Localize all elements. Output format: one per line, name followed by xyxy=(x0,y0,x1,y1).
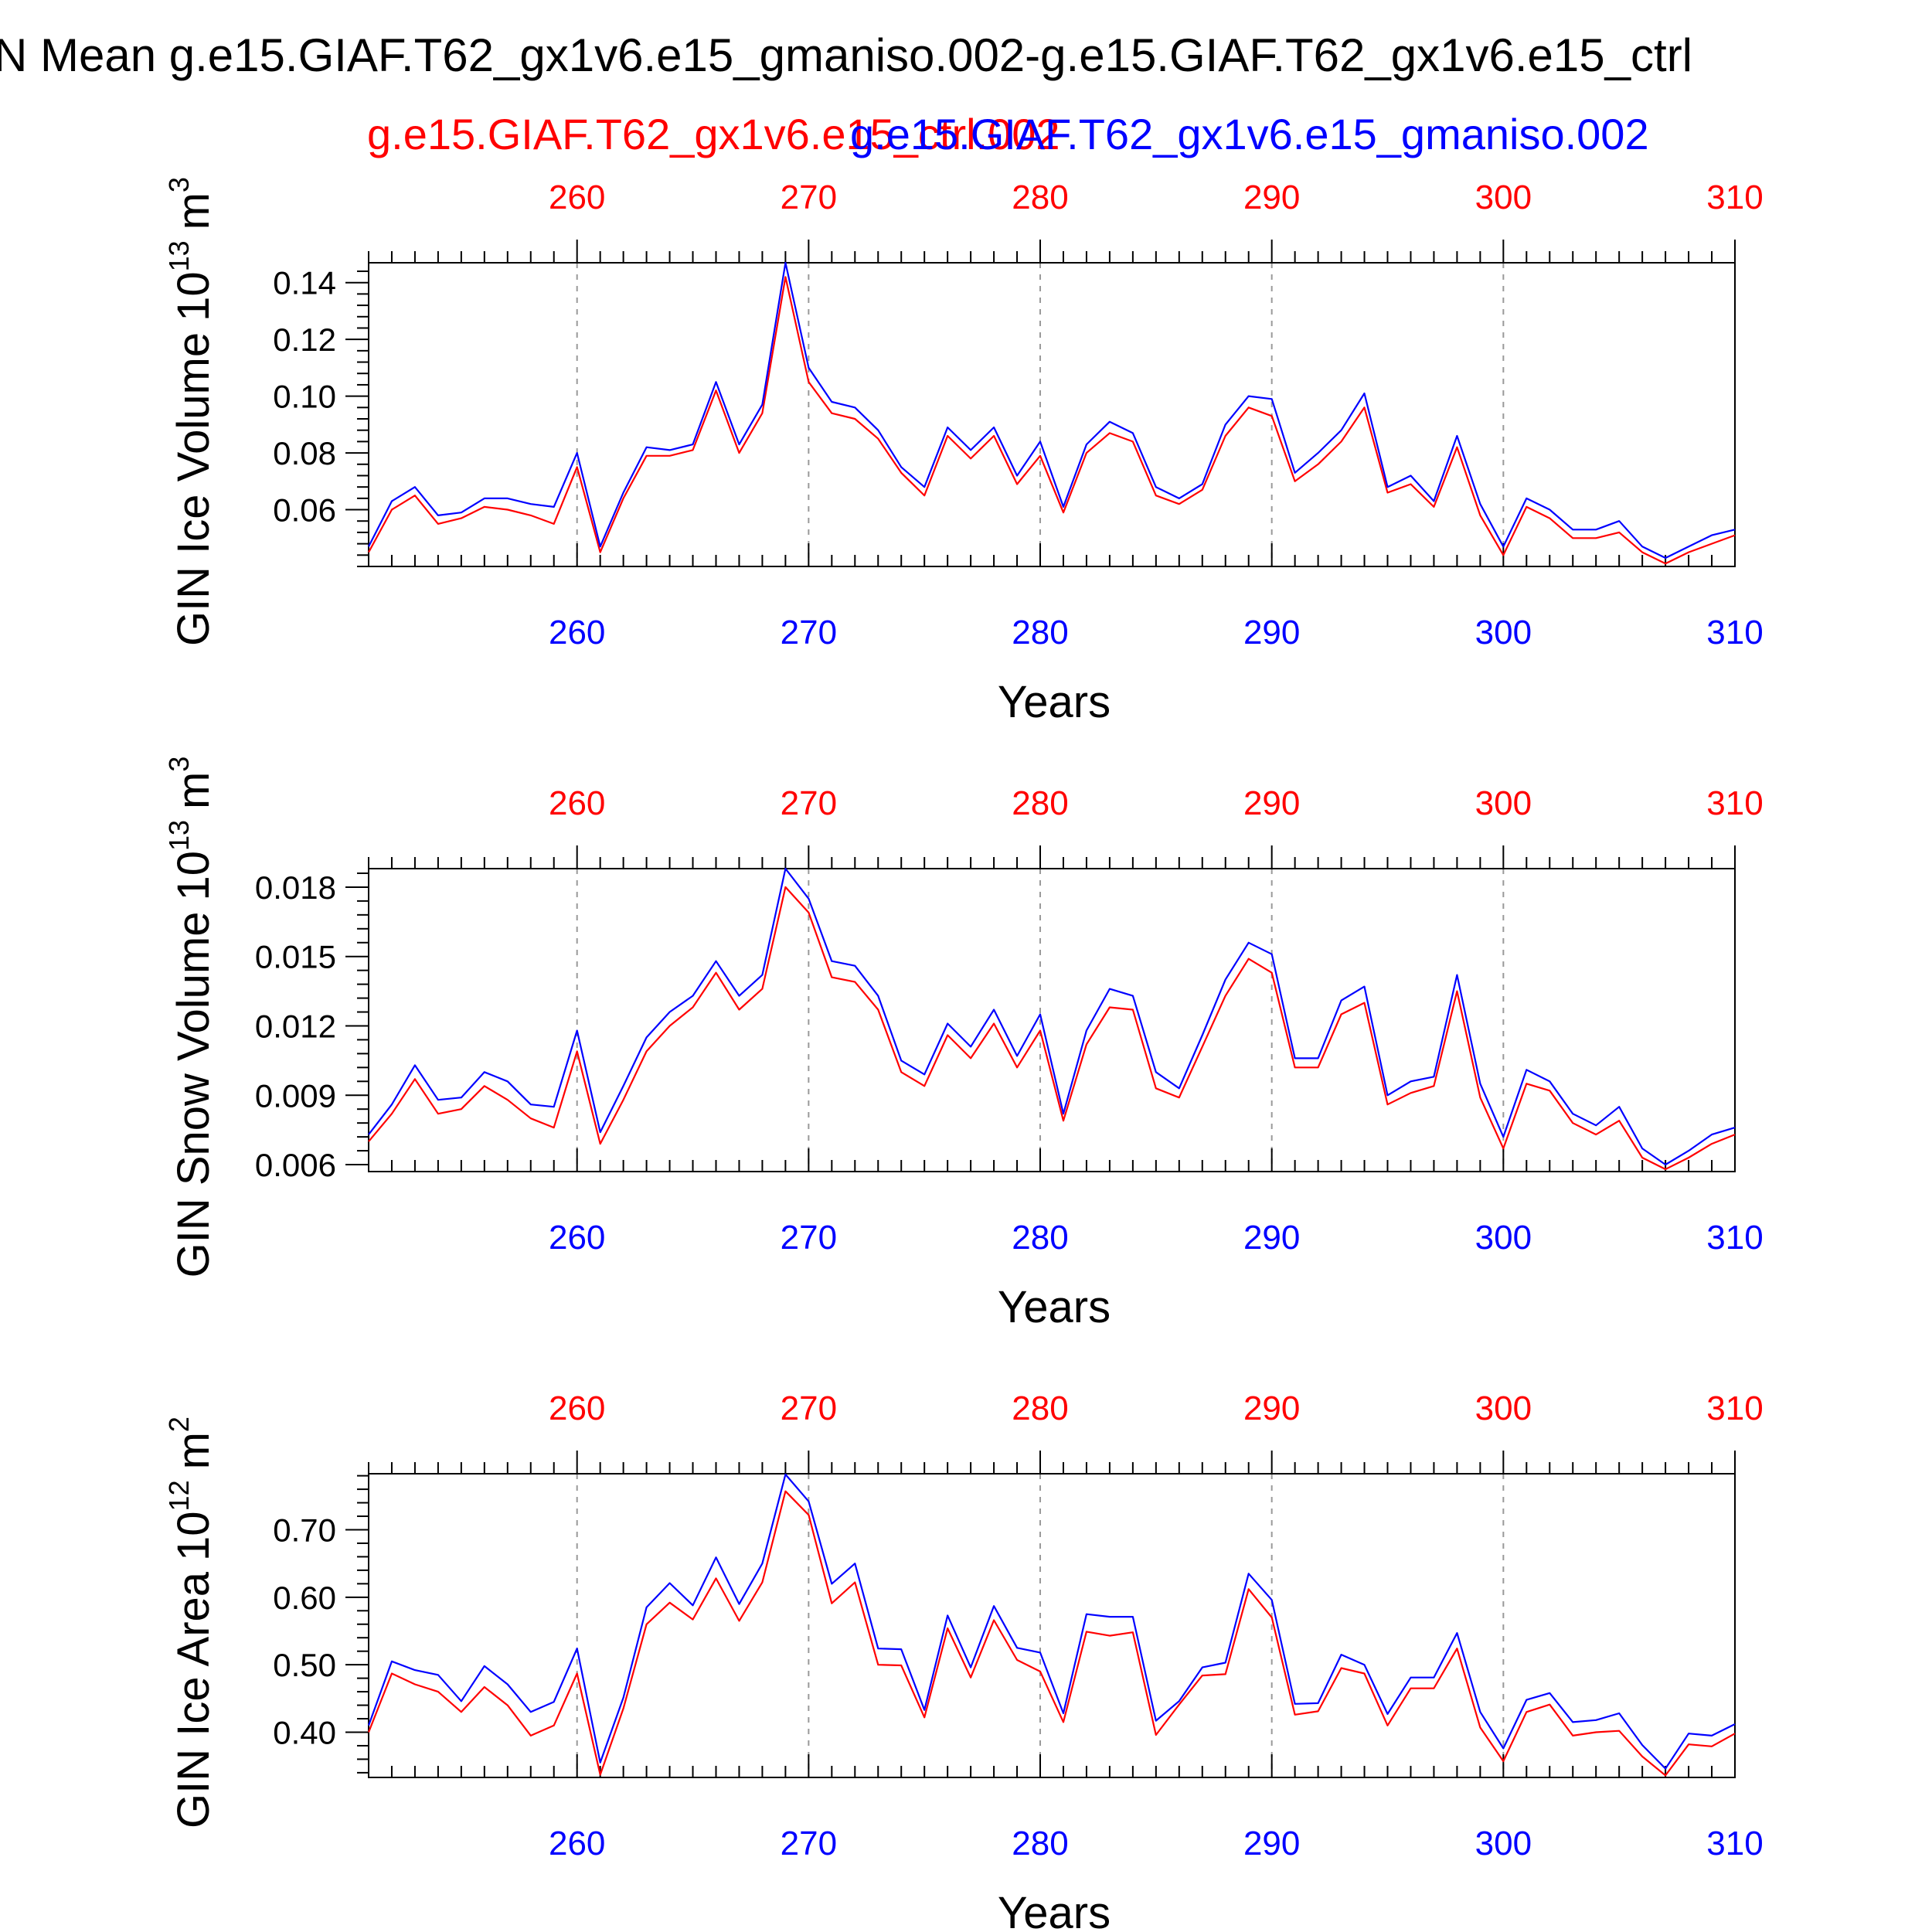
x-tick-label-bottom: 280 xyxy=(1012,1825,1068,1862)
x-tick-label-top: 260 xyxy=(549,1389,605,1427)
y-axis-label-yunit-base: 10 xyxy=(168,851,219,901)
x-tick-label-top: 300 xyxy=(1475,1389,1532,1427)
y-axis-label-yunit-suffix-exp: 3 xyxy=(163,177,195,192)
x-tick-label-bottom: 310 xyxy=(1706,1825,1763,1862)
x-tick-label-bottom: 280 xyxy=(1012,614,1068,651)
y-tick-label: 0.14 xyxy=(273,265,336,301)
x-tick-label-top: 270 xyxy=(781,1389,837,1427)
plot-frame xyxy=(368,868,1736,1172)
x-tick-label-bottom: 300 xyxy=(1475,1825,1532,1862)
legend-entry-gmaniso: g.e15.GIAF.T62_gx1v6.e15_gmaniso.002 xyxy=(850,110,1649,158)
series-line-gmaniso xyxy=(368,867,1736,1166)
x-tick-label-bottom: 290 xyxy=(1243,1825,1300,1862)
series-line-ctrl xyxy=(368,886,1736,1171)
y-axis-label-yunit-base: 10 xyxy=(168,271,219,321)
y-axis-label-yunit-exp: 12 xyxy=(163,1480,195,1511)
y-tick-label: 0.60 xyxy=(273,1580,336,1616)
x-tick-label-top: 310 xyxy=(1706,784,1763,822)
x-tick-label-bottom: 290 xyxy=(1243,614,1300,651)
x-tick-label-top: 300 xyxy=(1475,179,1532,216)
y-tick-label: 0.10 xyxy=(273,379,336,415)
y-tick-label: 0.12 xyxy=(273,321,336,358)
y-tick-label: 0.50 xyxy=(273,1647,336,1683)
x-tick-label-bottom: 270 xyxy=(781,1219,837,1257)
x-tick-label-top: 300 xyxy=(1475,784,1532,822)
x-tick-label-top: 260 xyxy=(549,784,605,822)
legend-entry-ctrl: g.e15.GIAF.T62_gx1v6.e15_ctrl.002 xyxy=(367,110,1060,158)
x-tick-label-top: 260 xyxy=(549,179,605,216)
plot-frame xyxy=(368,1473,1736,1778)
y-tick-label: 0.015 xyxy=(255,939,336,975)
y-tick-label: 0.006 xyxy=(255,1147,336,1183)
x-tick-label-bottom: 270 xyxy=(781,614,837,651)
y-tick-label: 0.08 xyxy=(273,435,336,471)
y-axis-label-ylabel: GIN Ice Area xyxy=(168,1571,219,1828)
panel-3: 0.40 0.50 0.60 0.70 260 260 270 270 280 280 290 290… xyxy=(163,1389,1764,1932)
y-axis-label: GIN Ice Volume 1013 m3 xyxy=(163,177,219,646)
y-axis-label-ylabel: GIN Ice Volume xyxy=(168,332,219,646)
x-tick-label-top: 280 xyxy=(1012,179,1068,216)
x-tick-label-top: 310 xyxy=(1706,1389,1763,1427)
x-tick-label-bottom: 310 xyxy=(1706,614,1763,651)
x-tick-label-bottom: 260 xyxy=(549,614,605,651)
panel-2: 0.006 0.009 0.012 0.015 0.018 260 260 270 270 280… xyxy=(163,757,1764,1332)
x-tick-label-top: 280 xyxy=(1012,784,1068,822)
x-axis-label: Years xyxy=(998,1888,1111,1932)
series-line-gmaniso xyxy=(368,261,1736,560)
y-axis-label-yunit-exp: 13 xyxy=(163,820,195,851)
y-axis-label-yunit-base: 10 xyxy=(168,1511,219,1561)
x-tick-label-bottom: 260 xyxy=(549,1825,605,1862)
x-axis-label: Years xyxy=(998,1282,1111,1332)
y-tick-label: 0.018 xyxy=(255,869,336,906)
y-axis-label: GIN Ice Area 1012 m2 xyxy=(163,1417,219,1828)
x-tick-label-bottom: 260 xyxy=(549,1219,605,1257)
y-axis-label: GIN Snow Volume 1013 m3 xyxy=(163,757,219,1278)
x-tick-label-bottom: 300 xyxy=(1475,1219,1532,1257)
x-axis-label: Years xyxy=(998,677,1111,727)
x-tick-label-top: 270 xyxy=(781,784,837,822)
chart-title: N Mean g.e15.GIAF.T62_gx1v6.e15_gmaniso.… xyxy=(0,29,1692,81)
x-tick-label-bottom: 280 xyxy=(1012,1219,1068,1257)
y-axis-label-yunit-suffix-exp: 3 xyxy=(163,757,195,772)
x-tick-label-top: 290 xyxy=(1243,179,1300,216)
x-tick-label-top: 290 xyxy=(1243,1389,1300,1427)
x-tick-label-bottom: 270 xyxy=(781,1825,837,1862)
y-axis-label-yunit-suffix: m xyxy=(168,772,219,809)
x-tick-label-top: 280 xyxy=(1012,1389,1068,1427)
plot-frame xyxy=(368,262,1736,567)
y-tick-label: 0.012 xyxy=(255,1008,336,1044)
y-axis-label-yunit-suffix-exp: 2 xyxy=(163,1417,195,1432)
series-line-ctrl xyxy=(368,276,1736,565)
panel-1: 0.06 0.08 0.10 0.12 0.14 260 260 270 270 280 280 29… xyxy=(163,177,1764,727)
series-line-gmaniso xyxy=(367,1473,1736,1770)
y-tick-label: 0.009 xyxy=(255,1077,336,1114)
x-tick-label-bottom: 290 xyxy=(1243,1219,1300,1257)
x-tick-label-top: 310 xyxy=(1706,179,1763,216)
x-tick-label-bottom: 300 xyxy=(1475,614,1532,651)
x-tick-label-top: 270 xyxy=(781,179,837,216)
y-axis-label-yunit-suffix: m xyxy=(168,192,219,230)
x-tick-label-bottom: 310 xyxy=(1706,1219,1763,1257)
series-line-ctrl xyxy=(367,1490,1736,1777)
y-axis-label-ylabel: GIN Snow Volume xyxy=(168,912,219,1278)
x-tick-label-top: 290 xyxy=(1243,784,1300,822)
y-tick-label: 0.06 xyxy=(273,492,336,529)
y-tick-label: 0.70 xyxy=(273,1512,336,1548)
y-tick-label: 0.40 xyxy=(273,1714,336,1750)
y-axis-label-yunit-suffix: m xyxy=(168,1432,219,1469)
y-axis-label-yunit-exp: 13 xyxy=(163,240,195,271)
